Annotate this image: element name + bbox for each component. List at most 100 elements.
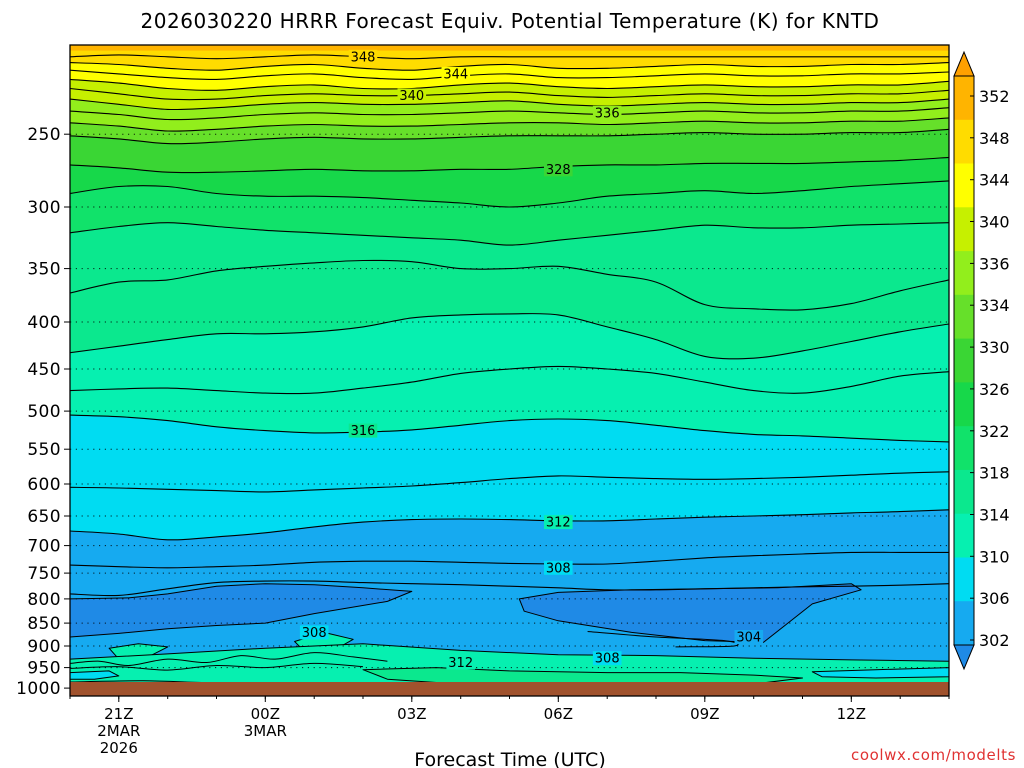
- colorbar-segment: [954, 601, 974, 646]
- y-tick-label-850: 850: [27, 614, 61, 634]
- contour-line-layer: [70, 54, 949, 597]
- x-tick-label-1-1: 3MAR: [244, 722, 287, 740]
- contour-label-bg: [299, 625, 329, 640]
- contour-324: [70, 180, 949, 208]
- contour-342: [70, 78, 949, 91]
- contour-334: [70, 117, 949, 132]
- contour-label-3: 336: [592, 105, 622, 121]
- colorbar-label-310: 310: [979, 547, 1010, 566]
- colorbar-segment: [954, 557, 974, 602]
- colorbar-segment: [954, 469, 974, 515]
- y-tick-label-750: 750: [27, 564, 61, 584]
- contour-label-8: 308: [299, 625, 329, 641]
- colorbar-bottom-arrow: [953, 644, 975, 671]
- colorbar-label-302: 302: [979, 631, 1010, 650]
- contour-label-text: 336: [595, 106, 620, 121]
- contour-label-bg: [441, 66, 471, 81]
- contour-332: [70, 128, 949, 145]
- contour-label-bg: [544, 162, 573, 177]
- contour-label-text: 344: [443, 67, 468, 82]
- contour-label-text: 304: [736, 631, 761, 646]
- colorbar-label-326: 326: [979, 380, 1010, 399]
- colorbar-segment: [954, 382, 974, 427]
- y-tick-label-550: 550: [27, 440, 61, 460]
- contour-label-text: 328: [546, 163, 571, 178]
- y-tick-label-350: 350: [27, 260, 61, 280]
- contour-label-bg: [348, 49, 378, 64]
- colorbar-label-352: 352: [979, 87, 1010, 106]
- x-tick-label-5-0: 12Z: [837, 705, 866, 723]
- contour-label-bg: [592, 105, 622, 120]
- contour-320: [70, 222, 949, 246]
- contour-318: [70, 259, 949, 311]
- contour-label-11: 304: [734, 630, 764, 646]
- colorbar: 352 348 344 340 336 334 330 326 322 318 314 310 306 3…: [953, 50, 1010, 671]
- colorbar-label-334: 334: [979, 296, 1010, 315]
- contour-344: [70, 69, 949, 80]
- y-tick-label-450: 450: [27, 360, 61, 380]
- x-tick-label-4-0: 09Z: [690, 705, 719, 723]
- contour-label-bg: [544, 560, 573, 575]
- colorbar-top-arrow: [953, 50, 975, 77]
- contour-label-1: 344: [441, 66, 471, 82]
- contour-label-text: 340: [399, 89, 424, 104]
- colorbar-segment: [954, 338, 974, 383]
- contour-label-bg: [544, 515, 573, 530]
- colorbar-segment: [954, 207, 974, 252]
- contour-336: [70, 107, 949, 121]
- low-contour-line-3: [587, 631, 739, 648]
- y-tick-label-950: 950: [27, 659, 61, 679]
- contour-308: [70, 509, 949, 541]
- y-tick-label-900: 900: [27, 637, 61, 657]
- contour-label-bg: [592, 651, 622, 666]
- colorbar-label-318: 318: [979, 464, 1010, 483]
- colorbar-segment: [954, 426, 974, 471]
- colorbar-segment: [954, 76, 974, 121]
- x-tick-label-0-0: 21Z: [104, 705, 133, 723]
- contour-label-10: 308: [592, 651, 622, 667]
- colorbar-label-306: 306: [979, 589, 1010, 608]
- contour-label-text: 348: [351, 50, 376, 65]
- contour-label-layer: 348344340336328316312308308312308304312: [299, 49, 764, 696]
- colorbar-label-322: 322: [979, 422, 1010, 441]
- contour-label-bg: [446, 655, 475, 670]
- contour-306: [70, 551, 949, 569]
- y-tick-label-1000: 1000: [16, 679, 61, 699]
- pressure-axis: 250 300 350 400 450 500 550 600 650 700 750 800 850 9…: [16, 125, 70, 699]
- contour-348: [70, 54, 949, 60]
- contour-label-bg: [348, 423, 378, 438]
- contour-340: [70, 87, 949, 101]
- x-tick-label-2-0: 03Z: [397, 705, 426, 723]
- low-contour-line-0: [70, 652, 388, 667]
- low-level-contour-layer: [70, 583, 949, 694]
- contour-312: [70, 414, 949, 443]
- chart-title: 2026030220 HRRR Forecast Equiv. Potentia…: [141, 9, 880, 33]
- colorbar-label-330: 330: [979, 338, 1010, 357]
- y-tick-label-700: 700: [27, 537, 61, 557]
- contour-338: [70, 98, 949, 111]
- colorbar-segment: [954, 513, 974, 558]
- y-tick-label-600: 600: [27, 475, 61, 495]
- contour-label-text: 308: [595, 652, 620, 667]
- low-contour-line-1: [70, 662, 364, 671]
- contour-label-2: 340: [397, 88, 427, 104]
- colorbar-segment: [954, 251, 974, 296]
- y-tick-label-500: 500: [27, 402, 61, 422]
- colorbar-segment: [954, 119, 974, 165]
- colorbar-segment: [954, 163, 974, 208]
- contour-346: [70, 62, 949, 71]
- colorbar-label-336: 336: [979, 254, 1010, 273]
- contour-label-9: 312: [446, 655, 475, 671]
- near-surface-cool-b: [811, 667, 949, 679]
- near-surface-cool-a: [70, 670, 120, 680]
- contour-label-0: 348: [348, 49, 378, 65]
- y-tick-label-250: 250: [27, 125, 61, 145]
- x-tick-label-1-0: 00Z: [251, 705, 280, 723]
- contour-label-7: 308: [544, 560, 573, 576]
- colorbar-label-314: 314: [979, 506, 1010, 525]
- contour-label-text: 316: [351, 424, 376, 439]
- colorbar-label-348: 348: [979, 129, 1010, 148]
- credit-text: coolwx.com/modelts: [851, 746, 1016, 764]
- contour-label-6: 312: [544, 515, 573, 531]
- colorbar-segment: [954, 294, 974, 340]
